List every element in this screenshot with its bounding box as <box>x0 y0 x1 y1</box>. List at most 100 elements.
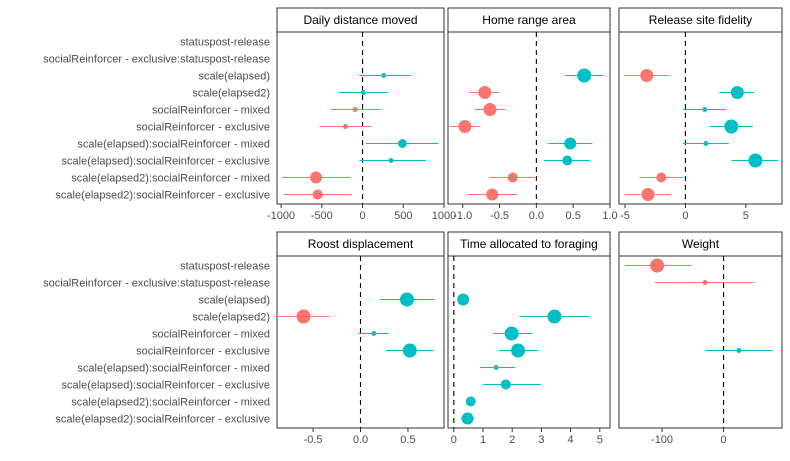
x-tick-label: -0.5 <box>304 434 323 446</box>
row-label: scale(elapsed) <box>198 71 270 83</box>
row-label: scale(elapsed2):socialReinforcer - exclu… <box>55 190 270 202</box>
row-label: scale(elapsed):socialReinforcer - mixed <box>77 139 270 151</box>
estimate-point <box>547 309 562 324</box>
estimate-point <box>702 107 708 112</box>
facet-strip <box>618 7 783 33</box>
estimate-point <box>483 103 497 116</box>
x-tick-label: 0 <box>359 210 365 222</box>
x-tick-label: 1.0 <box>602 210 617 222</box>
facet-strip <box>276 231 445 257</box>
facet-panel: Release site fidelity -5 0 5 <box>618 7 783 222</box>
estimate-point <box>640 69 654 82</box>
x-tick-label: 0.0 <box>353 434 368 446</box>
x-tick-label: 0.5 <box>400 434 415 446</box>
facet-title: Roost displacement <box>308 237 414 251</box>
facet-panel: Home range area -1.0 -0.5 0.0 0.5 1.0 <box>447 7 618 222</box>
facet-title: Home range area <box>482 13 576 27</box>
x-tick-label: 0 <box>682 210 688 222</box>
facet-title: Release site fidelity <box>649 13 752 27</box>
row-label: socialReinforcer - exclusive <box>136 122 270 134</box>
row-label: socialReinforcer - exclusive:statuspost-… <box>43 278 270 290</box>
estimate-point <box>703 141 709 146</box>
panel-border <box>447 31 611 205</box>
panel-border <box>618 255 783 429</box>
row-label: scale(elapsed2) <box>192 312 270 324</box>
row-label: scale(elapsed2) <box>192 88 270 100</box>
estimate-point <box>478 86 492 99</box>
x-tick-label: -0.5 <box>490 210 509 222</box>
row-label: socialReinforcer - exclusive:statuspost-… <box>43 54 270 66</box>
estimate-point <box>486 188 499 201</box>
x-tick-label: 4 <box>568 434 574 446</box>
x-tick-label: -5 <box>620 210 630 222</box>
estimate-point <box>312 189 323 200</box>
x-tick-label: 0.5 <box>566 210 581 222</box>
facet-panel: Roost displacement -0.5 0.0 0.5 <box>276 231 445 446</box>
estimate-point <box>399 292 414 307</box>
facet-title: Daily distance moved <box>303 13 417 27</box>
facet-panel: Time allocated to foraging 0 1 2 3 4 5 <box>447 231 611 446</box>
row-label: scale(elapsed2):socialReinforcer - mixed <box>71 397 270 409</box>
x-tick-label: -1.0 <box>453 210 472 222</box>
facet-strip <box>276 7 445 33</box>
x-tick-label: 0 <box>451 434 457 446</box>
estimate-point <box>736 348 742 353</box>
x-tick-label: -1000 <box>267 210 295 222</box>
facet-panel: Weight -100 0 <box>618 231 783 446</box>
facet-strip <box>618 231 783 257</box>
estimate-point <box>562 155 573 166</box>
panel-border <box>276 31 445 205</box>
estimate-point <box>500 379 511 390</box>
estimate-point <box>352 107 358 112</box>
estimate-point <box>397 139 407 148</box>
estimate-point <box>381 73 387 78</box>
x-tick-label: 500 <box>394 210 412 222</box>
row-label: scale(elapsed2):socialReinforcer - mixed <box>71 173 270 185</box>
estimate-point <box>511 343 526 358</box>
estimate-point <box>458 120 472 133</box>
panel-border <box>618 31 783 205</box>
x-tick-label: 1000 <box>432 210 456 222</box>
x-tick-label: 3 <box>538 434 544 446</box>
facet-panel: Daily distance moved -1000 -500 0 500 1000 <box>267 7 456 222</box>
estimate-point <box>402 343 417 358</box>
row-label: scale(elapsed):socialReinforcer - exclus… <box>62 380 270 392</box>
row-label: socialReinforcer - mixed <box>152 105 270 117</box>
estimate-point <box>724 119 739 134</box>
row-label: scale(elapsed):socialReinforcer - mixed <box>77 363 270 375</box>
estimate-point <box>577 68 592 83</box>
estimate-point <box>465 396 476 407</box>
row-label: scale(elapsed) <box>198 295 270 307</box>
estimate-point <box>702 280 708 285</box>
estimate-point <box>493 365 499 370</box>
x-tick-label: 2 <box>509 434 515 446</box>
estimate-point <box>342 124 348 129</box>
estimate-point <box>296 309 311 324</box>
estimate-point <box>656 172 667 183</box>
facet-strip <box>447 7 611 33</box>
x-tick-label: 0 <box>721 434 727 446</box>
x-tick-label: 1 <box>480 434 486 446</box>
row-label: statuspost-release <box>180 261 270 273</box>
row-label: statuspost-release <box>180 37 270 49</box>
estimate-point <box>310 171 323 184</box>
x-tick-label: -500 <box>311 210 333 222</box>
row-label: scale(elapsed2):socialReinforcer - exclu… <box>55 414 270 426</box>
estimate-point <box>388 158 394 163</box>
x-tick-label: 0.0 <box>529 210 544 222</box>
row-label: socialReinforcer - exclusive <box>136 346 270 358</box>
estimate-point <box>564 137 577 150</box>
estimate-point <box>748 153 763 168</box>
estimate-point <box>650 258 665 273</box>
x-tick-label: 5 <box>743 210 749 222</box>
x-tick-label: 5 <box>597 434 603 446</box>
facet-strip <box>447 231 611 257</box>
estimate-point <box>461 412 474 425</box>
facet-title: Weight <box>682 237 720 251</box>
row-label: socialReinforcer - mixed <box>152 329 270 341</box>
row-label: scale(elapsed):socialReinforcer - exclus… <box>62 156 270 168</box>
estimate-point <box>641 188 655 201</box>
estimate-point <box>371 331 377 336</box>
x-tick-label: -100 <box>651 434 673 446</box>
